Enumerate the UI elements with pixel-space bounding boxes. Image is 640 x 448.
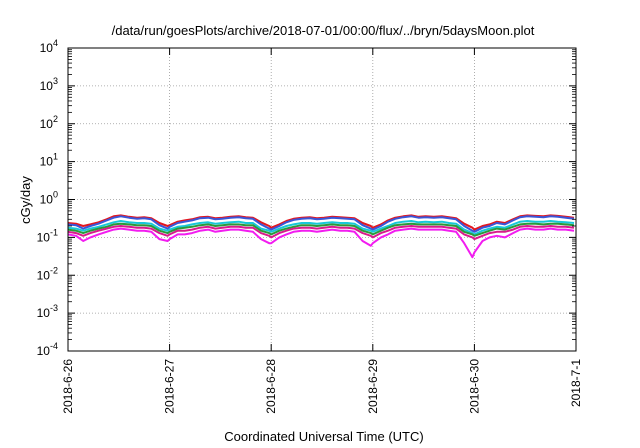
y-tick-label: 10-3 (37, 303, 58, 320)
x-tick-label: 2018-7-1 (569, 359, 583, 407)
series-line-3 (67, 220, 575, 236)
y-tick-label: 10-4 (37, 341, 58, 358)
y-tick-label: 10-1 (37, 227, 58, 244)
x-tick-label: 2018-6-28 (264, 359, 278, 414)
series-lines (67, 214, 575, 259)
grid-lines (68, 48, 576, 351)
x-tick-label: 2018-6-29 (366, 359, 380, 414)
series-line-1 (67, 214, 575, 231)
y-tick-label: 103 (40, 76, 58, 93)
y-tick-labels: 10-4 10-3 10-2 10-1 100 101 102 103 104 (37, 38, 58, 358)
y-tick-label: 101 (40, 152, 58, 169)
series-line-6 (67, 227, 575, 259)
series-line-4 (67, 222, 575, 237)
y-axis-label: cGy/day (18, 176, 33, 224)
y-tick-label: 10-2 (37, 265, 58, 282)
series-line-2 (67, 215, 575, 233)
axis-ticks (67, 47, 577, 352)
plot-frame (67, 47, 577, 352)
chart-title: /data/run/goesPlots/archive/2018-07-01/0… (112, 23, 535, 38)
x-axis-label: Coordinated Universal Time (UTC) (224, 429, 423, 444)
y-tick-label: 100 (40, 190, 58, 207)
y-tick-label: 104 (40, 38, 58, 55)
x-tick-labels: 2018-6-26 2018-6-27 2018-6-28 2018-6-29 2018… (61, 359, 583, 414)
y-tick-label: 102 (40, 114, 58, 131)
x-tick-label: 2018-6-26 (61, 359, 75, 414)
x-tick-label: 2018-6-30 (467, 359, 481, 414)
x-tick-label: 2018-6-27 (163, 359, 177, 414)
series-line-5 (67, 225, 575, 241)
